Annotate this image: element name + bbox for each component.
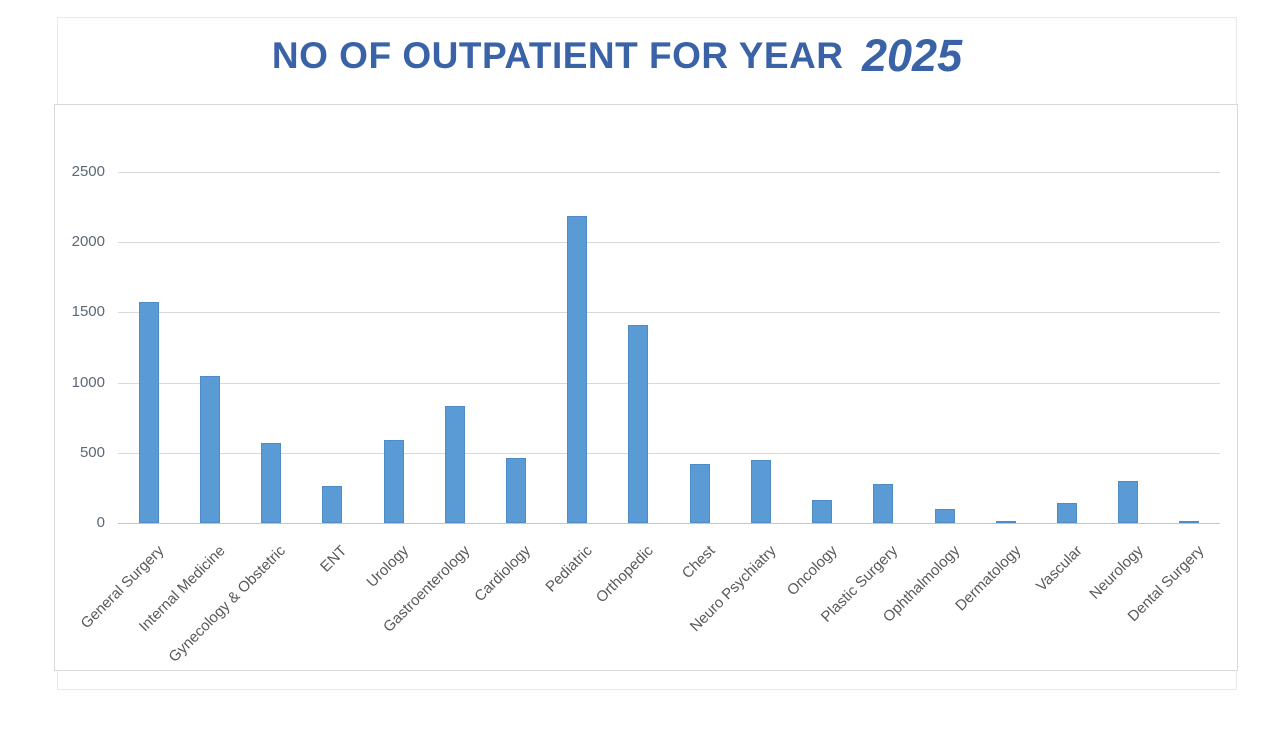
- bar-vascular: [1057, 503, 1077, 523]
- bar-general-surgery: [139, 302, 159, 523]
- chart-title-year: 2025: [861, 30, 963, 81]
- y-tick-label: 1000: [71, 374, 105, 391]
- bar-ent: [322, 486, 342, 523]
- bar-plastic-surgery: [873, 484, 893, 523]
- bar-neurology: [1118, 481, 1138, 523]
- bar-neuro-psychiatry: [751, 460, 771, 523]
- bar-chest: [690, 464, 710, 523]
- gridline: [118, 172, 1220, 173]
- y-tick-label: 2000: [71, 233, 105, 250]
- gridline: [118, 383, 1220, 384]
- bar-urology: [384, 440, 404, 523]
- chart-title: NO OF OUTPATIENT FOR YEAR 2025: [27, 30, 1207, 82]
- bar-dermatology: [996, 521, 1016, 523]
- y-tick-label: 0: [96, 514, 105, 531]
- bar-pediatric: [567, 216, 587, 523]
- bar-gastroenterology: [445, 406, 465, 523]
- y-tick-label: 2500: [71, 163, 105, 180]
- bar-dental-surgery: [1179, 521, 1199, 523]
- gridline: [118, 312, 1220, 313]
- gridline: [118, 242, 1220, 243]
- x-axis-line: [118, 523, 1220, 524]
- bar-gynecology-obstetric: [261, 443, 281, 523]
- y-tick-label: 1500: [71, 303, 105, 320]
- bar-internal-medicine: [200, 376, 220, 523]
- bar-cardiology: [506, 458, 526, 523]
- bar-orthopedic: [628, 325, 648, 523]
- gridline: [118, 453, 1220, 454]
- chart-title-text: NO OF OUTPATIENT FOR YEAR: [271, 35, 844, 76]
- bar-ophthalmology: [935, 509, 955, 523]
- y-tick-label: 500: [79, 444, 105, 461]
- bar-oncology: [812, 500, 832, 523]
